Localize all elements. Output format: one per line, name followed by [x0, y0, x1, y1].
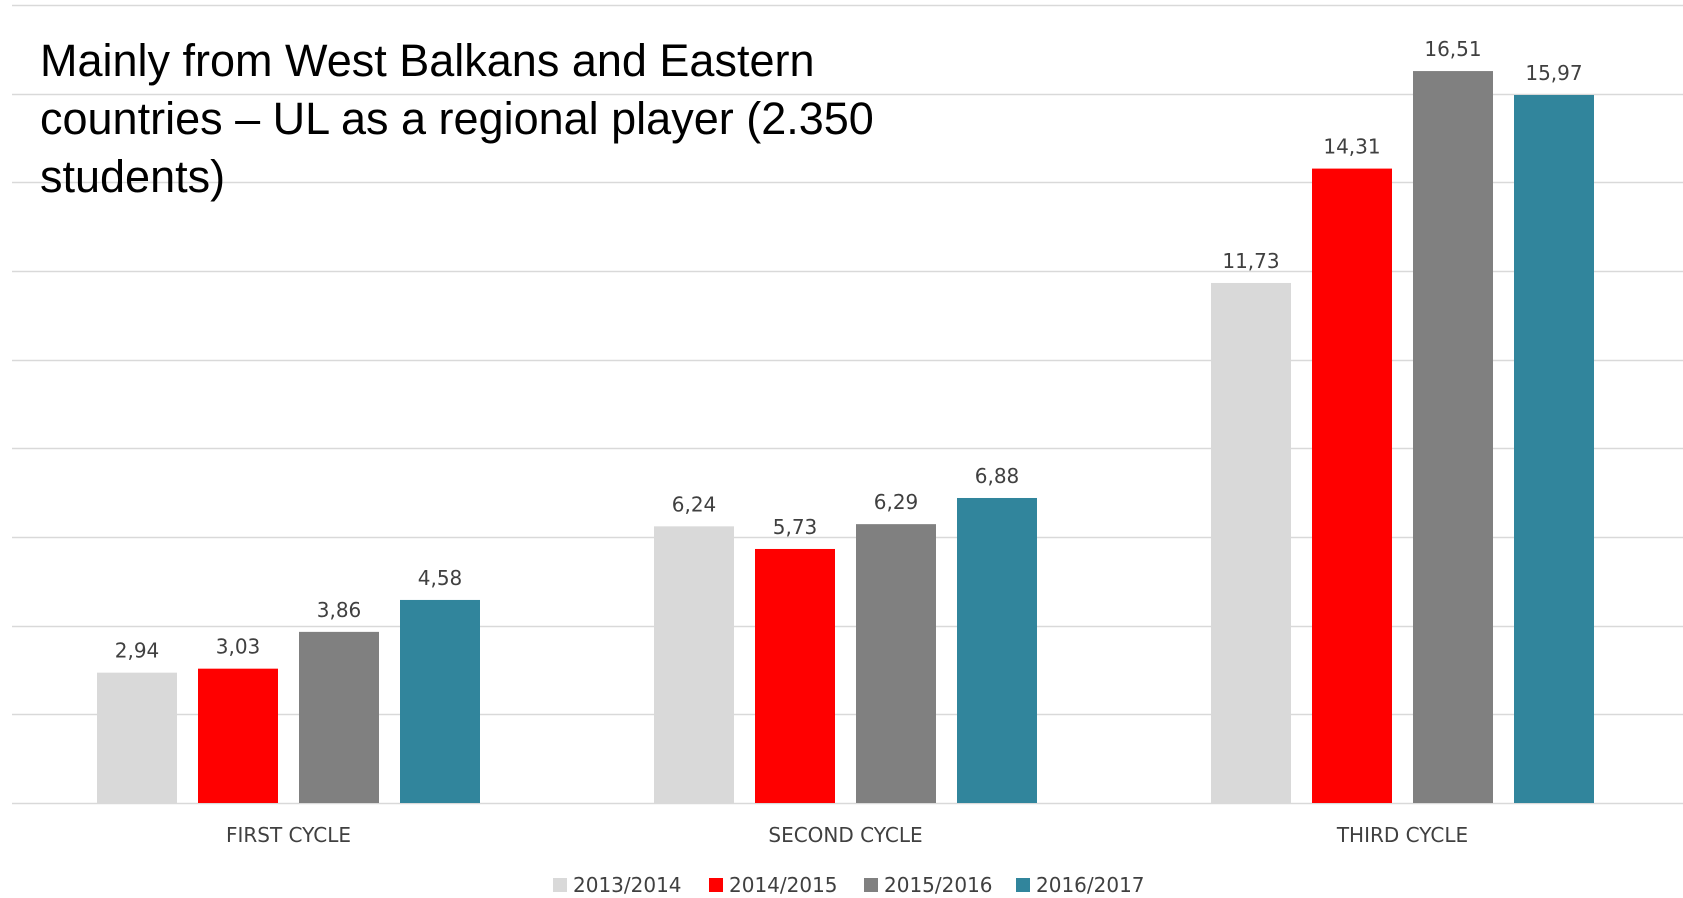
data-label: 6,24 — [672, 492, 717, 516]
bar-2014-2015-first-cycle — [198, 668, 278, 803]
bar-2015-2016-third-cycle — [1413, 71, 1493, 804]
bar-2015-2016-first-cycle — [299, 631, 379, 803]
bar-2015-2016-second-cycle — [856, 524, 936, 803]
category-label: FIRST CYCLE — [226, 823, 351, 847]
legend-label: 2015/2016 — [884, 873, 993, 897]
category-label: THIRD CYCLE — [1336, 823, 1468, 847]
legend-swatch — [709, 878, 723, 892]
legend: 2013/2014 2014/2015 2015/2016 2016/2017 — [553, 873, 1145, 897]
bar-2014-2015-second-cycle — [755, 548, 835, 803]
bar-2013-2014-first-cycle — [97, 672, 177, 803]
data-label: 3,03 — [216, 635, 261, 659]
data-labels: 2,94 3,03 3,86 4,58 6,24 5,73 6,29 6,88 11,73 14,… — [115, 37, 1583, 663]
legend-label: 2016/2017 — [1036, 873, 1145, 897]
data-label: 15,97 — [1525, 61, 1582, 85]
bar-2016-2017-third-cycle — [1514, 94, 1594, 804]
legend-swatch — [864, 878, 878, 892]
legend-label: 2014/2015 — [729, 873, 838, 897]
data-label: 6,29 — [874, 490, 919, 514]
chart-title-line-2: countries – UL as a regional player (2.3… — [40, 93, 874, 144]
data-label: 11,73 — [1222, 249, 1279, 273]
gridlines — [12, 4, 1683, 805]
bar-2016-2017-first-cycle — [400, 599, 480, 803]
bars — [97, 71, 1594, 804]
data-label: 5,73 — [773, 515, 818, 539]
bar-2016-2017-second-cycle — [957, 497, 1037, 803]
chart-title-line-3: students) — [40, 151, 226, 202]
bar-2013-2014-second-cycle — [654, 526, 734, 803]
data-label: 14,31 — [1323, 135, 1380, 159]
category-label: SECOND CYCLE — [768, 823, 922, 847]
chart-title-line-1: Mainly from West Balkans and Eastern — [40, 35, 815, 86]
data-label: 6,88 — [975, 464, 1020, 488]
legend-label: 2013/2014 — [573, 873, 682, 897]
bar-2013-2014-third-cycle — [1211, 282, 1291, 804]
category-labels: FIRST CYCLE SECOND CYCLE THIRD CYCLE — [226, 823, 1468, 847]
data-label: 16,51 — [1424, 37, 1481, 61]
data-label: 2,94 — [115, 639, 160, 663]
chart-title: Mainly from West Balkans and Eastern cou… — [40, 32, 940, 206]
data-label: 3,86 — [317, 598, 362, 622]
legend-swatch — [553, 878, 567, 892]
legend-swatch — [1016, 878, 1030, 892]
bar-2014-2015-third-cycle — [1312, 168, 1392, 804]
data-label: 4,58 — [418, 566, 463, 590]
